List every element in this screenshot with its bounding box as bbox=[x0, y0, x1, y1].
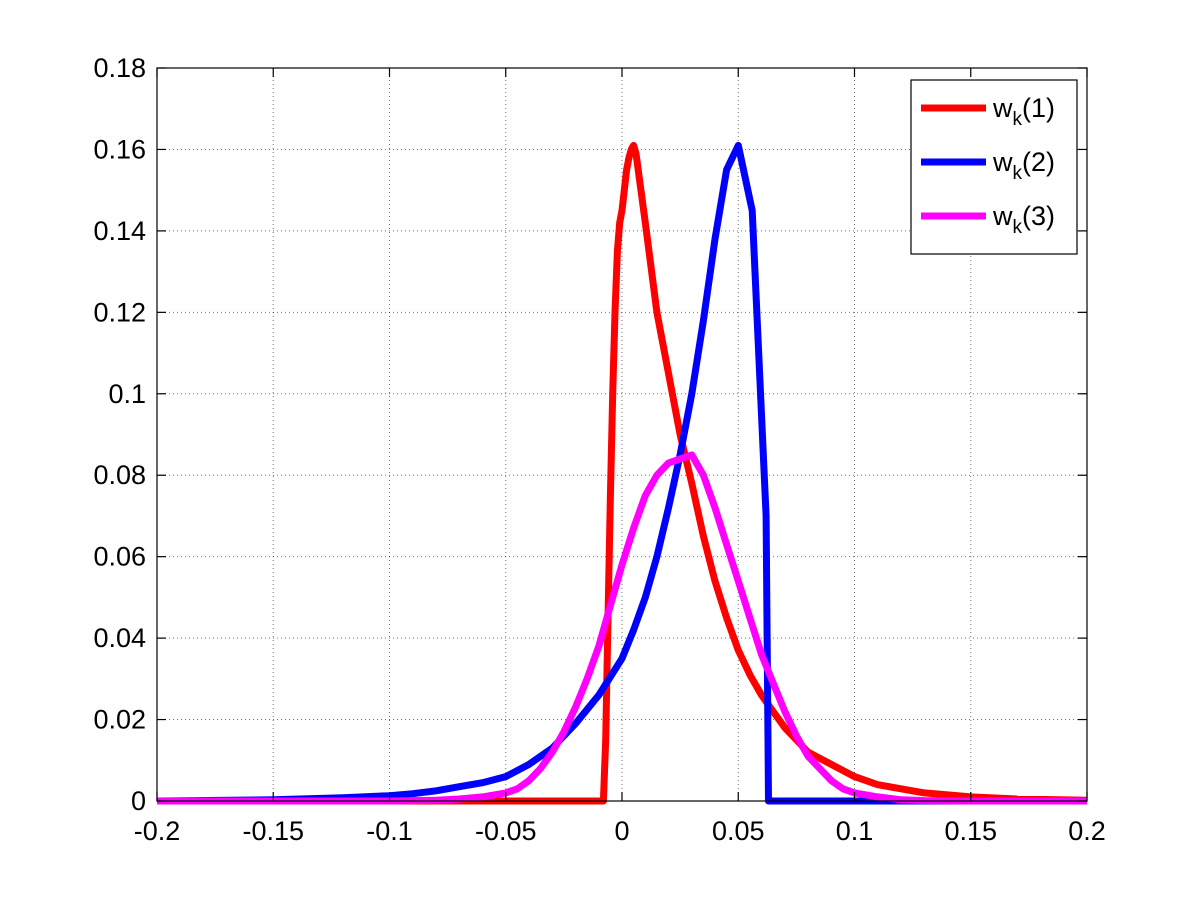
series-line-1 bbox=[157, 141, 1088, 805]
x-tick-label: 0.15 bbox=[944, 816, 997, 846]
series-line-2 bbox=[156, 141, 1087, 805]
x-tick-label: -0.05 bbox=[475, 816, 537, 846]
y-tick-label: 0 bbox=[131, 786, 146, 816]
y-tick-label: 0.04 bbox=[93, 623, 146, 653]
y-tick-labels: 0 0.02 0.04 0.06 0.08 0.1 0.12 0.14 0.16 0.18 bbox=[93, 53, 146, 816]
legend-label-3: wk(3) bbox=[992, 201, 1055, 238]
x-tick-labels: -0.2 -0.15 -0.1 -0.05 0 0.05 0.1 0.15 0.2 bbox=[134, 816, 1106, 846]
series-group bbox=[156, 141, 1088, 805]
x-tick-label: -0.15 bbox=[242, 816, 304, 846]
x-tick-label: 0.05 bbox=[712, 816, 765, 846]
y-tick-label: 0.06 bbox=[93, 542, 146, 572]
legend: wk(1)wk(2)wk(3) bbox=[910, 79, 1078, 255]
x-tick-label: 0 bbox=[614, 816, 629, 846]
legend-label-base: w bbox=[992, 147, 1013, 177]
x-tick-label: 0.2 bbox=[1068, 816, 1106, 846]
legend-label-suffix: (3) bbox=[1022, 201, 1055, 231]
legend-label-2: wk(2) bbox=[992, 147, 1055, 184]
legend-label-subscript: k bbox=[1013, 163, 1023, 184]
y-tick-label: 0.08 bbox=[93, 460, 146, 490]
x-tick-label: -0.1 bbox=[366, 816, 413, 846]
legend-label-base: w bbox=[992, 93, 1013, 123]
legend-label-subscript: k bbox=[1013, 217, 1023, 238]
y-tick-label: 0.02 bbox=[93, 705, 146, 735]
y-tick-label: 0.18 bbox=[93, 53, 146, 83]
x-tick-label: 0.1 bbox=[836, 816, 874, 846]
tick-marks bbox=[156, 67, 1088, 802]
y-tick-label: 0.12 bbox=[93, 297, 146, 327]
legend-label-suffix: (1) bbox=[1022, 93, 1055, 123]
legend-label-subscript: k bbox=[1013, 109, 1023, 130]
legend-label-suffix: (2) bbox=[1022, 147, 1055, 177]
series-line-3 bbox=[157, 451, 1087, 805]
y-tick-label: 0.14 bbox=[93, 216, 146, 246]
y-tick-label: 0.1 bbox=[108, 379, 146, 409]
y-tick-label: 0.16 bbox=[93, 134, 146, 164]
x-tick-label: -0.2 bbox=[134, 816, 181, 846]
legend-label-base: w bbox=[992, 201, 1013, 231]
legend-label-1: wk(1) bbox=[992, 93, 1055, 130]
